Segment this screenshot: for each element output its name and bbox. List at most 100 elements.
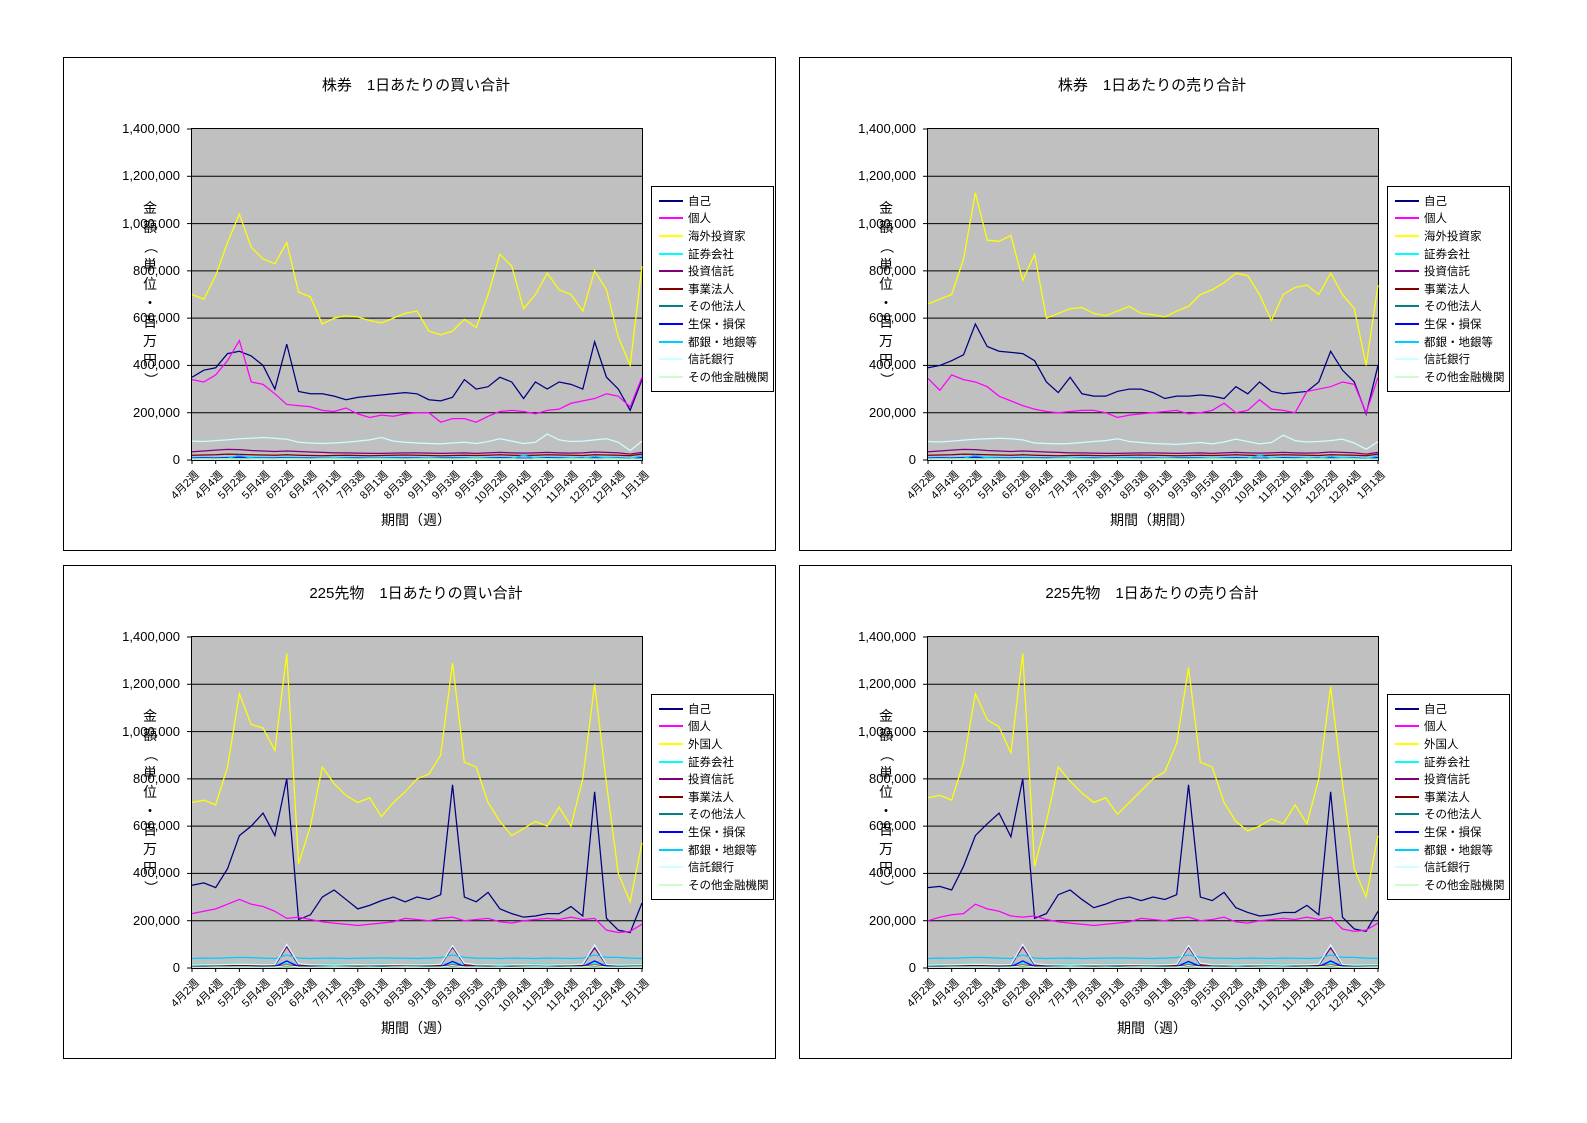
legend-label: 信託銀行 — [1424, 862, 1470, 875]
series-line-個人 — [191, 898, 643, 934]
legend-item: 投資信託 — [659, 770, 771, 788]
series-line-個人 — [927, 374, 1379, 419]
legend: 自己 個人 海外投資家 証券会社 投資信託 事業法人 その他法人 生保・損保 都銀・地銀等 信託銀… — [651, 186, 774, 392]
legend-label: 信託銀行 — [688, 354, 734, 367]
legend-item: 個人 — [1395, 718, 1507, 736]
legend-line-sample — [1395, 707, 1419, 710]
y-axis-title-char: 万 — [879, 332, 893, 349]
legend-label: その他法人 — [1424, 809, 1482, 822]
chart-panel-futures-sell: 225先物 1日あたりの売り合計 金額（単位・百万円） 1,400,000 1,2… — [799, 565, 1512, 1059]
series-line-投資信託 — [928, 945, 1379, 967]
plot-area — [923, 636, 1379, 972]
series-line-海外投資家 — [927, 192, 1379, 366]
series-line-外国人 — [191, 653, 643, 904]
legend-line-sample — [659, 358, 683, 361]
y-tick-label: 1,400,000 — [122, 121, 180, 136]
legend-item: 都銀・地銀等 — [1395, 333, 1507, 351]
legend-item: 自己 — [659, 192, 771, 210]
line-chart — [187, 636, 643, 972]
legend-item: 外国人 — [659, 735, 771, 753]
y-tick-label: 1,200,000 — [858, 168, 916, 184]
legend-item: 自己 — [1395, 700, 1507, 718]
y-tick-label: 200,000 — [133, 912, 180, 928]
y-tick-label: 800,000 — [133, 262, 180, 278]
y-tick-label: 0 — [908, 960, 916, 975]
legend-line-sample — [659, 866, 683, 869]
plot-area — [187, 636, 643, 972]
series-line-事業法人 — [927, 453, 1379, 457]
legend-line-sample — [1395, 217, 1419, 220]
chart-title: 株券 1日あたりの買い合計 — [321, 77, 511, 94]
y-axis-title-char: 万 — [143, 332, 157, 349]
y-tick-label: 0 — [172, 452, 180, 467]
y-axis-title-char: 単 — [143, 764, 157, 781]
legend-item: 投資信託 — [659, 262, 771, 280]
legend-label: 事業法人 — [1424, 283, 1470, 296]
y-axis-title-char: 円 — [143, 859, 157, 876]
legend-item: 証券会社 — [1395, 245, 1507, 263]
legend-line-sample — [1395, 270, 1419, 273]
legend-item: その他法人 — [1395, 298, 1507, 316]
y-axis-title-char: 単 — [143, 256, 157, 273]
y-axis-title-char: ・ — [879, 802, 893, 819]
series-line-自己 — [191, 778, 643, 934]
legend-label: 海外投資家 — [1424, 230, 1482, 243]
legend-label: 都銀・地銀等 — [688, 336, 757, 349]
y-axis-title-char: 位 — [879, 275, 893, 292]
y-axis-title: 金額（単位・百万円） — [876, 199, 896, 389]
legend-line-sample — [1395, 795, 1419, 798]
y-tick-label: 800,000 — [869, 262, 916, 278]
y-tick-label: 200,000 — [133, 404, 180, 420]
legend-item: 海外投資家 — [659, 227, 771, 245]
legend-item: その他法人 — [659, 806, 771, 824]
y-tick-label: 800,000 — [869, 770, 916, 786]
legend: 自己 個人 外国人 証券会社 投資信託 事業法人 その他法人 生保・損保 都銀・地銀等 信託銀行そ… — [1387, 694, 1510, 900]
legend-label: 事業法人 — [688, 283, 734, 296]
y-tick-label: 200,000 — [869, 912, 916, 928]
legend-item: 信託銀行 — [1395, 350, 1507, 368]
legend-label: 外国人 — [688, 738, 723, 751]
legend-line-sample — [1395, 866, 1419, 869]
y-axis-title-char: 万 — [879, 840, 893, 857]
legend-label: 投資信託 — [688, 774, 734, 787]
legend-item: その他法人 — [1395, 806, 1507, 824]
legend-label: 個人 — [688, 213, 711, 226]
legend-line-sample — [659, 795, 683, 798]
legend-label: 生保・損保 — [688, 318, 746, 331]
y-tick-label: 1,000,000 — [858, 215, 916, 231]
legend-line-sample — [659, 883, 683, 886]
legend-label: その他金融機関 — [688, 879, 769, 892]
legend-item: 証券会社 — [659, 245, 771, 263]
series-line-その他金融機関 — [192, 965, 643, 968]
legend-line-sample — [1395, 830, 1419, 833]
series-line-信託銀行 — [191, 943, 643, 966]
legend-item: 外国人 — [1395, 735, 1507, 753]
legend-line-sample — [659, 760, 683, 763]
legend-label: 証券会社 — [688, 756, 734, 769]
legend-label: 自己 — [1424, 195, 1447, 208]
legend-line-sample — [1395, 199, 1419, 202]
y-axis-title-char: 円 — [879, 351, 893, 368]
y-tick-label: 1,000,000 — [122, 215, 180, 231]
legend-item: 自己 — [1395, 192, 1507, 210]
legend-item: 都銀・地銀等 — [659, 333, 771, 351]
y-tick-label: 1,200,000 — [122, 168, 180, 184]
legend-label: 個人 — [688, 721, 711, 734]
y-tick-label: 1,400,000 — [858, 629, 916, 644]
y-tick-label: 1,000,000 — [858, 723, 916, 739]
y-tick-label: 1,000,000 — [122, 723, 180, 739]
legend-line-sample — [1395, 725, 1419, 728]
y-tick-label: 600,000 — [133, 818, 180, 834]
legend-label: 証券会社 — [688, 248, 734, 261]
legend-label: 都銀・地銀等 — [1424, 844, 1493, 857]
y-tick-label: 600,000 — [869, 310, 916, 326]
legend-label: その他金融機関 — [1424, 371, 1505, 384]
plot-area — [923, 128, 1379, 464]
legend-line-sample — [659, 742, 683, 745]
y-axis-title-char: 万 — [143, 840, 157, 857]
legend-line-sample — [659, 287, 683, 290]
legend-label: 都銀・地銀等 — [688, 844, 757, 857]
chart-title: 225先物 1日あたりの買い合計 — [309, 585, 523, 602]
y-tick-label: 400,000 — [869, 357, 916, 373]
y-axis-title-char: 額 — [879, 726, 893, 743]
